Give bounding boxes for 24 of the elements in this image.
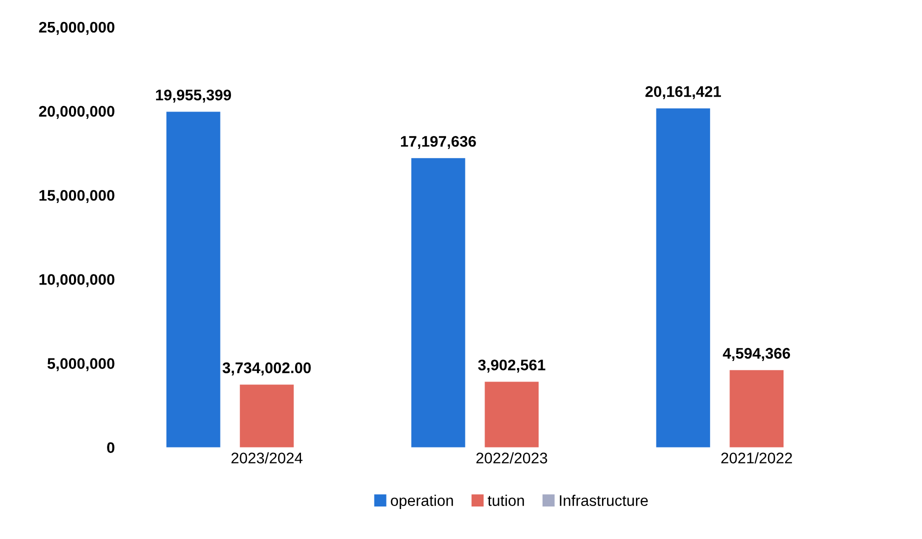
- bar: [166, 112, 220, 448]
- legend-label: operation: [390, 494, 453, 509]
- data-label: 3,734,002.00: [222, 362, 311, 376]
- bar: [411, 158, 466, 448]
- y-tick-label: 15,000,000: [40, 190, 114, 204]
- data-label: 19,955,399: [156, 90, 231, 103]
- y-tick-label: 5,000,000: [48, 358, 114, 372]
- bar: [730, 370, 784, 448]
- y-tick-label: 20,000,000: [39, 106, 114, 119]
- data-label: 4,594,366: [722, 348, 790, 361]
- x-tick-label: 2022/2023: [476, 452, 548, 464]
- y-tick-label: 0: [107, 442, 114, 454]
- data-label: 20,161,421: [645, 86, 721, 100]
- x-tick-label: 2023/2024: [231, 452, 302, 464]
- bar: [240, 384, 294, 448]
- data-label: 17,197,636: [400, 136, 476, 150]
- bar: [484, 382, 539, 448]
- y-tick-label: 25,000,000: [39, 22, 114, 35]
- legend-label: tution: [488, 494, 524, 506]
- y-tick-label: 10,000,000: [40, 274, 114, 288]
- data-label: 3,902,561: [478, 360, 546, 373]
- x-tick-label: 2021/2022: [721, 452, 792, 464]
- legend-label: Infrastructure: [560, 494, 648, 506]
- bar: [656, 108, 710, 448]
